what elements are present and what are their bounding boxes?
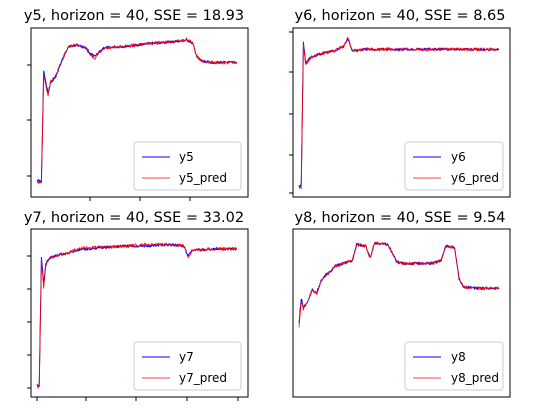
- series-pred-line: [36, 37, 238, 184]
- series-pred-line: [298, 241, 500, 328]
- axis-ticks: [289, 31, 293, 194]
- subplot-title: y6, horizon = 40, SSE = 8.65: [294, 8, 505, 24]
- legend-label-actual: y7: [179, 350, 194, 364]
- series-pred-line: [36, 242, 238, 389]
- series-actual-line: [298, 241, 500, 324]
- axis-ticks: [27, 64, 191, 201]
- legend-label-pred: y5_pred: [179, 171, 227, 185]
- axes-frame: [292, 228, 511, 398]
- subplot-title: y5, horizon = 40, SSE = 18.93: [24, 8, 244, 24]
- plot-lines: [36, 37, 238, 184]
- subplot-y6: y6, horizon = 40, SSE = 8.65 y6 y6_pred: [289, 8, 511, 198]
- legend-label-pred: y8_pred: [451, 371, 499, 385]
- subplot-y7: y7, horizon = 40, SSE = 33.02 y7 y7_pred: [24, 210, 249, 401]
- legend: y6 y6_pred: [404, 141, 504, 191]
- axes-frame: [30, 228, 249, 398]
- plot-lines: [298, 241, 500, 328]
- series-actual-line: [36, 39, 238, 183]
- legend-label-pred: y7_pred: [179, 371, 227, 385]
- axes-frame: [30, 27, 249, 198]
- axes-frame: [292, 27, 511, 198]
- legend-label-actual: y6: [451, 150, 466, 164]
- subplot-y8: y8, horizon = 40, SSE = 9.54 y8 y8_pred: [292, 210, 511, 398]
- legend-label-pred: y6_pred: [451, 171, 499, 185]
- legend-label-actual: y5: [179, 150, 194, 164]
- axis-ticks: [27, 255, 239, 401]
- plot-lines: [298, 37, 500, 190]
- subplot-y5: y5, horizon = 40, SSE = 18.93 y5 y5_pred: [24, 8, 249, 201]
- subplot-title: y7, horizon = 40, SSE = 33.02: [24, 210, 244, 226]
- legend: y7 y7_pred: [133, 341, 242, 391]
- legend: y8 y8_pred: [404, 341, 504, 391]
- series-pred-line: [298, 37, 500, 190]
- legend: y5 y5_pred: [133, 141, 242, 191]
- plot-lines: [36, 242, 238, 389]
- subplot-title: y8, horizon = 40, SSE = 9.54: [294, 210, 505, 226]
- legend-label-actual: y8: [451, 350, 466, 364]
